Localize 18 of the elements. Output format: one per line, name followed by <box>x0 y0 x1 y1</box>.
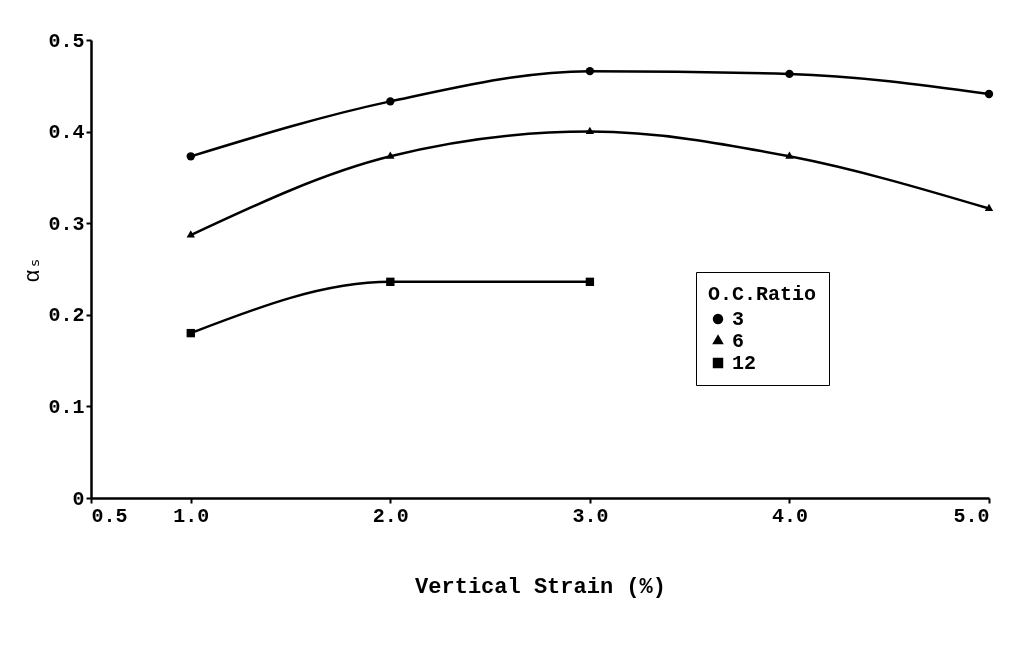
y-axis-title: αₛ <box>21 256 47 283</box>
x-tick-label: 2.0 <box>372 504 409 528</box>
y-tick-label: 0 <box>72 487 85 511</box>
x-tick-label: 5.0 <box>953 504 990 528</box>
x-axis-title: Vertical Strain (%) <box>415 574 666 600</box>
x-tick-label: 3.0 <box>572 504 609 528</box>
legend-title: O.C.Ratio <box>708 283 817 306</box>
legend-label: 12 <box>732 352 757 375</box>
legend-label: 6 <box>732 330 745 353</box>
legend-label: 3 <box>732 308 745 331</box>
y-tick-label: 0.3 <box>48 212 85 236</box>
y-tick-label: 0.5 <box>48 29 85 53</box>
x-tick-label: 4.0 <box>771 504 808 528</box>
x-tick-label: 1.0 <box>173 504 210 528</box>
x-tick-label: 0.5 <box>91 504 128 528</box>
y-tick-label: 0.4 <box>48 121 85 145</box>
y-tick-label: 0.2 <box>48 304 85 328</box>
y-tick-label: 0.1 <box>48 395 85 419</box>
